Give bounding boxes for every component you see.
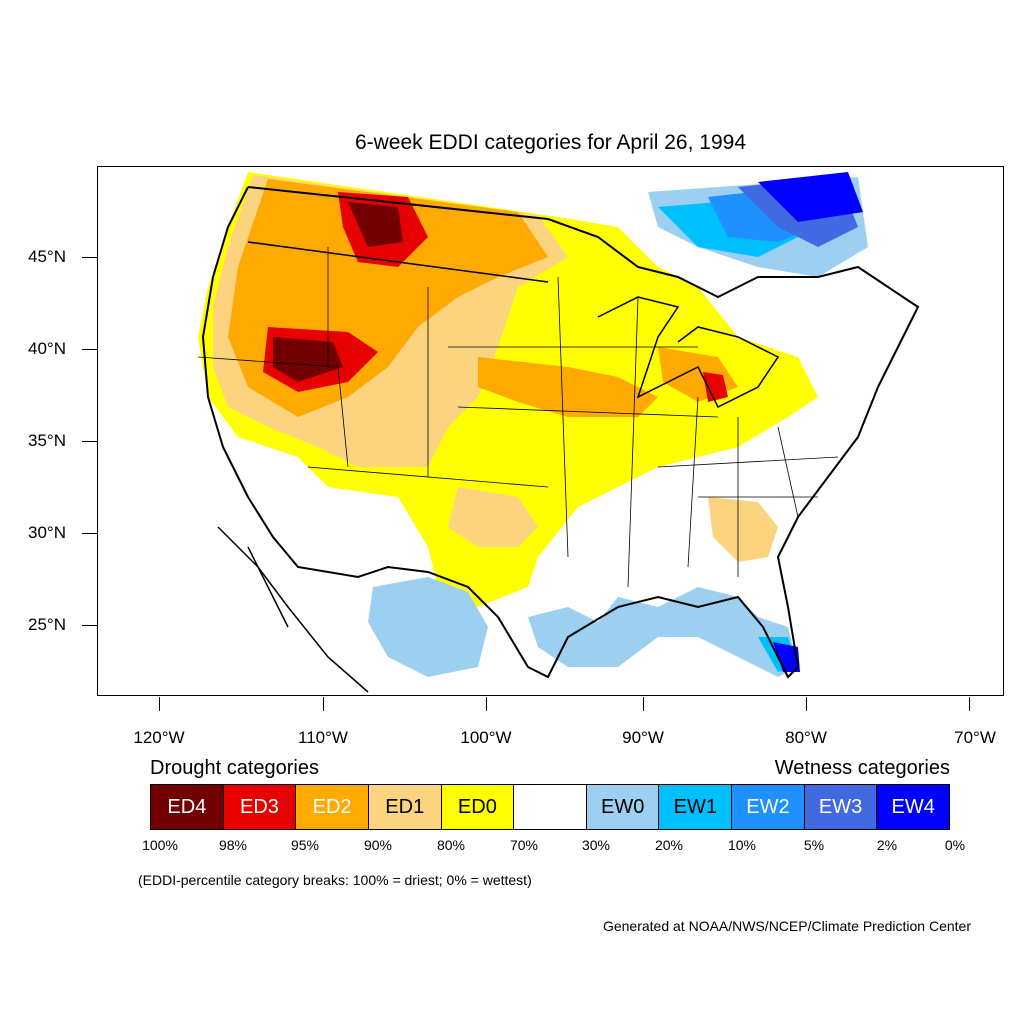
legend-ew2-label: EW2	[746, 795, 790, 818]
lat-label-45: 45°N	[28, 247, 66, 266]
category-note: (EDDI-percentile category breaks: 100% =…	[138, 872, 532, 888]
ed3-region-michigan	[703, 372, 728, 402]
legend-ed1: ED1	[368, 785, 442, 829]
credit-text: Generated at NOAA/NWS/NCEP/Climate Predi…	[602, 918, 971, 934]
legend-ew4-label: EW4	[891, 795, 935, 818]
legend-ew1: EW1	[659, 785, 733, 829]
ed1-region-southeast	[708, 497, 778, 562]
legend-normal	[514, 785, 587, 829]
baja-coast	[247, 546, 289, 628]
lat-tick-35	[82, 441, 98, 442]
lat-tick-25	[82, 625, 98, 626]
map-title: 6-week EDDI categories for April 26, 199…	[354, 131, 747, 154]
break-label: 98%	[218, 837, 248, 853]
lon-label-110: 110°W	[298, 728, 348, 747]
ew4-region-northeast	[758, 172, 863, 222]
break-label: 30%	[581, 837, 611, 853]
legend-ed3-label: ED3	[240, 795, 279, 818]
legend-ew1-label: EW1	[673, 795, 717, 818]
legend-ed3: ED3	[223, 785, 297, 829]
lon-tick-110	[323, 697, 324, 711]
ew0-region-southwest	[368, 577, 488, 677]
wetness-regions	[368, 172, 868, 677]
legend-colorbar: ED4 ED3 ED2 ED1 ED0 EW0 EW1 EW2 EW3 EW4	[150, 784, 950, 830]
lon-tick-80	[806, 697, 807, 711]
ed4-region-north	[348, 202, 403, 247]
legend-ew3: EW3	[804, 785, 878, 829]
break-label: 2%	[876, 837, 898, 853]
drought-heading: Drought categories	[150, 757, 319, 779]
break-label: 10%	[727, 837, 757, 853]
lon-label-70: 70°W	[954, 728, 996, 747]
break-label: 90%	[363, 837, 393, 853]
legend-ed0-label: ED0	[457, 795, 497, 818]
ew0-region-gulf	[528, 587, 798, 677]
break-label: 80%	[436, 837, 466, 853]
lat-label-30: 30°N	[28, 523, 66, 542]
drought-regions	[198, 172, 818, 607]
lon-label-120: 120°W	[133, 728, 185, 747]
break-label: 0%	[944, 837, 966, 853]
eddi-map-canvas	[197, 172, 920, 693]
boundaries	[197, 186, 920, 693]
canada-border	[247, 241, 549, 283]
lon-label-100: 100°W	[460, 728, 512, 747]
break-label: 5%	[803, 837, 825, 853]
legend-ew0-label: EW0	[600, 795, 645, 818]
lat-tick-40	[82, 349, 98, 350]
legend-ed2-label: ED2	[312, 795, 352, 818]
lon-label-90: 90°W	[622, 728, 664, 747]
legend-ew4: EW4	[877, 785, 950, 829]
break-label: 95%	[290, 837, 320, 853]
legend-ew2: EW2	[732, 785, 805, 829]
legend-ed1-label: ED1	[385, 795, 425, 818]
lon-label-80: 80°W	[785, 728, 827, 747]
legend-ed2: ED2	[296, 785, 369, 829]
legend-ed4-label: ED4	[167, 795, 207, 818]
lat-label-25: 25°N	[28, 615, 66, 634]
lon-tick-120	[159, 697, 160, 711]
break-label: 70%	[509, 837, 539, 853]
us-outline	[201, 186, 920, 679]
lat-tick-30	[82, 533, 98, 534]
legend-ew0: EW0	[586, 785, 660, 829]
mexico-coast	[217, 526, 369, 693]
lat-tick-45	[82, 257, 98, 258]
ed4-region-basin	[273, 337, 343, 382]
legend-ew3-label: EW3	[818, 795, 863, 818]
lon-tick-70	[969, 697, 970, 711]
lat-label-35: 35°N	[28, 431, 66, 450]
legend-ed0: ED0	[441, 785, 515, 829]
legend-ed4: ED4	[151, 785, 224, 829]
great-lakes	[597, 296, 780, 409]
ed1-region-south	[448, 487, 538, 547]
ew4-region-florida	[773, 642, 800, 672]
break-label: 20%	[654, 837, 684, 853]
ed2-region-plains	[478, 357, 658, 417]
break-label: 100%	[142, 837, 178, 853]
eddi-map	[97, 166, 1004, 696]
state-lines	[197, 247, 839, 588]
wetness-heading: Wetness categories	[774, 757, 950, 779]
lon-tick-90	[643, 697, 644, 711]
lon-tick-100	[486, 697, 487, 711]
lat-label-40: 40°N	[28, 339, 66, 358]
